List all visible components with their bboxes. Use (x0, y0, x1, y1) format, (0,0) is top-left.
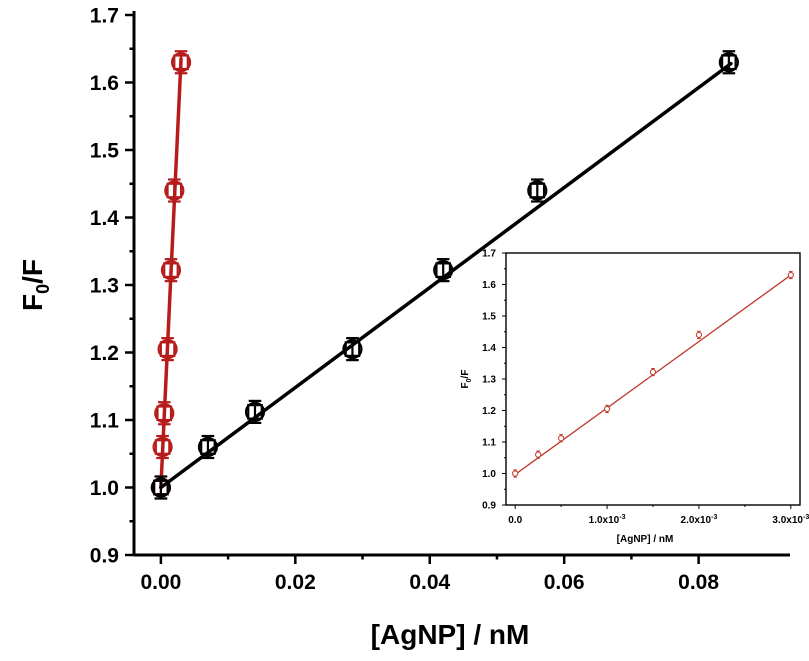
point-marker (512, 470, 519, 477)
inset-frame (505, 252, 801, 506)
data-point (433, 258, 454, 283)
point-marker-circle (154, 403, 175, 424)
series-0 (512, 270, 794, 478)
data-point (160, 258, 182, 283)
y-tick-label: 1.5 (482, 312, 496, 323)
y-axis-title: F0/F (460, 370, 473, 389)
point-marker (535, 451, 542, 458)
point-marker-circle (718, 52, 739, 73)
main-chart: 0.9 1.0 1.1 1.2 1.3 1.4 1.5 1.6 1.7 0.00 0.02 0.04 0… (17, 5, 790, 650)
point-marker-square (159, 341, 176, 357)
point-marker-square (156, 405, 173, 422)
y-tick-label: 1.1 (90, 410, 120, 433)
point-marker-circle (197, 436, 219, 458)
y-tick-label: 1.5 (90, 140, 120, 163)
data-point (787, 270, 794, 280)
x-tick-label: 0.08 (678, 571, 719, 594)
x-tick-label: 2.0x10-3 (681, 514, 718, 526)
y-tick-label: 1.6 (90, 72, 119, 95)
y-tick-label: 0.9 (482, 501, 496, 512)
point-marker-circle (160, 260, 182, 281)
point-marker-circle (527, 180, 548, 201)
x-tick-label: 0.06 (544, 571, 585, 594)
data-point (164, 178, 185, 203)
point-marker-circle (244, 401, 266, 422)
x-axis-title: [AgNP] / nM (617, 534, 674, 545)
point-marker-square (721, 54, 737, 71)
point-marker-circle (433, 260, 454, 281)
data-point (152, 434, 173, 460)
data-point (535, 450, 542, 459)
y-tick-label: 1.7 (482, 249, 496, 260)
x-tick-label: 0.0 (508, 515, 522, 526)
y-tick-label: 1.7 (90, 5, 119, 28)
x-tick-label: 3.0x10-3 (772, 514, 809, 526)
y-tick-label: 1.3 (90, 275, 119, 298)
point-marker (695, 331, 703, 338)
x-tick-label: 0.04 (409, 571, 450, 594)
point-marker-square (344, 341, 361, 357)
point-marker-square (247, 404, 263, 420)
data-point (718, 50, 739, 75)
data-point (558, 434, 565, 443)
point-marker-square (173, 54, 189, 71)
point-marker-square (153, 479, 169, 496)
point-marker-circle (150, 477, 171, 498)
point-marker-circle (164, 180, 185, 201)
data-point (154, 401, 175, 426)
point-marker (603, 405, 611, 413)
data-point (150, 475, 171, 500)
y-tick-label: 1.2 (482, 406, 496, 417)
data-point (157, 337, 178, 362)
point-marker (787, 271, 794, 279)
y-tick-label: 1.2 (90, 342, 119, 365)
y-tick-label: 1.0 (482, 469, 496, 480)
y-tick-label: 1.4 (90, 207, 120, 230)
point-marker-circle (170, 52, 192, 73)
data-point (603, 404, 611, 414)
data-point (527, 178, 548, 203)
point-marker-circle (152, 436, 173, 458)
point-marker-square (200, 439, 216, 455)
data-point (649, 367, 657, 377)
point-marker-square (529, 182, 546, 199)
point-marker-circle (342, 339, 363, 360)
inset-chart: 0.9 1.0 1.1 1.2 1.3 1.4 1.5 1.6 1.7 0.0 1.0x10-3 2.… (460, 249, 809, 545)
data-point (512, 469, 519, 478)
x-tick-label: 0.00 (140, 571, 181, 594)
series-1 (150, 50, 739, 500)
series-0 (150, 50, 192, 500)
data-point (244, 399, 266, 424)
point-marker (558, 435, 565, 442)
data-point (170, 50, 192, 75)
x-axis-title: [AgNP] / nM (371, 619, 530, 650)
data-point (695, 330, 703, 339)
y-tick-label: 0.9 (90, 545, 119, 568)
x-tick-label: 1.0x10-3 (589, 514, 626, 526)
y-tick-label: 1.0 (90, 477, 119, 500)
point-marker-square (166, 182, 183, 199)
point-marker-square (163, 262, 179, 278)
point-marker (649, 368, 657, 376)
y-tick-label: 1.3 (482, 375, 496, 386)
data-point (342, 337, 363, 362)
y-tick-label: 1.6 (482, 280, 496, 291)
y-tick-label: 1.4 (482, 343, 496, 354)
point-marker-square (435, 262, 452, 278)
x-tick-label: 0.02 (275, 571, 316, 594)
data-point (197, 434, 219, 460)
point-marker-square (154, 439, 171, 455)
y-tick-label: 1.1 (482, 438, 496, 449)
y-axis-title: F0/F (17, 259, 53, 311)
point-marker-circle (157, 339, 178, 360)
